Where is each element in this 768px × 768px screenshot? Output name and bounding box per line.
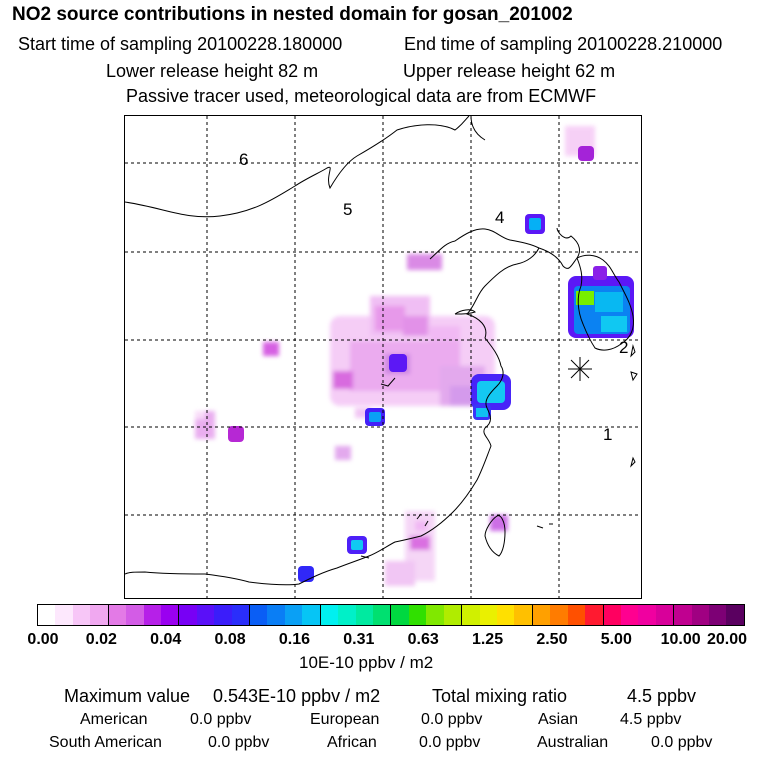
plot-title: NO2 source contributions in nested domai…	[12, 4, 573, 25]
colorbar-tick-label: 0.31	[343, 631, 375, 648]
region-name-asian: Asian	[538, 711, 579, 728]
colorbar-segment	[250, 605, 268, 625]
colorbar-segment	[179, 605, 197, 625]
colorbar-segment	[231, 605, 251, 625]
colorbar-segment	[55, 605, 73, 625]
region-label: 6	[239, 150, 249, 169]
total-mixing-ratio-label: Total mixing ratio	[432, 686, 568, 706]
colorbar-segment	[426, 605, 444, 625]
colorbar-segment	[38, 605, 56, 625]
colorbar-segment	[90, 605, 109, 625]
hotspot	[578, 146, 594, 161]
colorbar-segment	[550, 605, 568, 625]
colorbar	[37, 604, 745, 626]
colorbar-tick-label: 0.00	[27, 631, 59, 648]
colorbar-tick-label: 0.08	[214, 631, 246, 648]
region-label: 2	[619, 338, 629, 357]
region-label: 5	[343, 200, 353, 219]
colorbar-segment	[443, 605, 463, 625]
max-value: 0.543E-10 ppbv / m2	[213, 686, 381, 706]
colorbar-segment	[585, 605, 604, 625]
region-value-south-american: 0.0 ppbv	[208, 734, 270, 751]
region-name-australian: Australian	[537, 734, 609, 751]
colorbar-segment	[391, 605, 409, 625]
asterisk-icon	[568, 357, 592, 381]
colorbar-segment	[655, 605, 675, 625]
colorbar-segment	[338, 605, 356, 625]
coastlines	[125, 116, 638, 586]
colorbar-segment	[320, 605, 339, 625]
total-mixing-ratio-value: 4.5 ppbv	[627, 686, 697, 706]
colorbar-tick-label: 0.02	[85, 631, 117, 648]
colorbar-segment	[479, 605, 497, 625]
lower-release-height: Lower release height 82 m	[106, 61, 319, 81]
colorbar-segment	[532, 605, 551, 625]
colorbar-segment	[126, 605, 144, 625]
colorbar-segment	[567, 605, 586, 625]
map-panel: 1 2 4 5 6	[124, 115, 642, 599]
colorbar-segment	[302, 605, 321, 625]
lat-lon-grid	[125, 116, 641, 598]
region-name-american: American	[80, 711, 148, 728]
region-value-asian: 4.5 ppbv	[620, 711, 682, 728]
colorbar-segment	[408, 605, 427, 625]
colorbar-segment	[214, 605, 232, 625]
start-time-label: Start time of sampling 20100228.180000	[18, 34, 343, 54]
region-value-american: 0.0 ppbv	[190, 711, 252, 728]
colorbar-segment	[72, 605, 91, 625]
end-time-label: End time of sampling 20100228.210000	[404, 34, 723, 54]
colorbar-tick-label: 20.00	[706, 631, 748, 648]
colorbar-segment	[143, 605, 161, 625]
colorbar-segment	[496, 605, 515, 625]
region-label: 1	[603, 425, 613, 444]
region-value-african: 0.0 ppbv	[419, 734, 481, 751]
colorbar-segment	[160, 605, 180, 625]
colorbar-segment	[726, 605, 744, 625]
region-name-south-american: South American	[49, 734, 162, 751]
tracer-note: Passive tracer used, meteorological data…	[126, 86, 597, 106]
colorbar-segment	[196, 605, 215, 625]
colorbar-segment	[373, 605, 392, 625]
colorbar-segment	[355, 605, 374, 625]
colorbar-segment	[620, 605, 639, 625]
hotspot	[228, 426, 244, 442]
region-label: 4	[495, 208, 505, 227]
hotspot	[298, 566, 314, 582]
colorbar-tick-label: 0.63	[407, 631, 439, 648]
max-value-label: Maximum value	[64, 686, 191, 706]
region-value-european: 0.0 ppbv	[421, 711, 483, 728]
upper-release-height: Upper release height 62 m	[403, 61, 616, 81]
colorbar-units: 10E-10 ppbv / m2	[299, 653, 434, 672]
map-canvas	[125, 116, 641, 598]
colorbar-segment	[603, 605, 621, 625]
colorbar-tick-label: 5.00	[600, 631, 632, 648]
colorbar-segment	[638, 605, 656, 625]
colorbar-segment	[691, 605, 710, 625]
hotspot	[389, 354, 407, 372]
region-name-african: African	[327, 734, 377, 751]
colorbar-segment	[462, 605, 480, 625]
colorbar-tick-label: 0.16	[278, 631, 311, 648]
region-name-european: European	[310, 711, 380, 728]
colorbar-segment	[514, 605, 533, 625]
colorbar-tick-label: 2.50	[536, 631, 568, 648]
colorbar-segment	[108, 605, 127, 625]
colorbar-segment	[674, 605, 692, 625]
colorbar-tick-label: 0.04	[150, 631, 182, 648]
colorbar-tick-label: 1.25	[471, 631, 504, 648]
hotspots	[228, 146, 634, 582]
colorbar-tick-label: 10.00	[660, 631, 701, 648]
colorbar-segment	[267, 605, 285, 625]
colorbar-segment	[284, 605, 303, 625]
colorbar-segment	[709, 605, 727, 625]
region-value-australian: 0.0 ppbv	[651, 734, 713, 751]
